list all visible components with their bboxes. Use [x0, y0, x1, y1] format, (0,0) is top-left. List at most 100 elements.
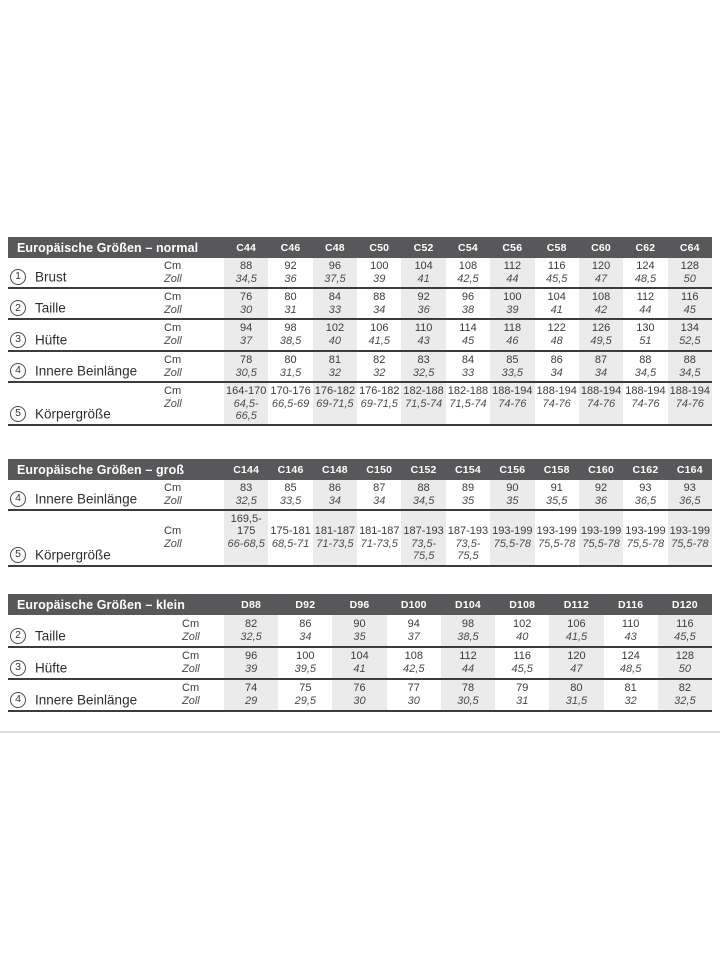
zoll-value: 32 [373, 366, 386, 379]
column-header: D96 [332, 594, 387, 615]
zoll-value: 75,5-78 [626, 538, 665, 551]
unit-zoll-label: Zoll [164, 335, 182, 348]
row-label: 2 Taille [8, 615, 158, 647]
column-header: C46 [268, 237, 313, 258]
unit-cm-label: Cm [164, 260, 182, 272]
unit-cm-label: Cm [164, 322, 182, 335]
zoll-value: 52,5 [667, 335, 712, 351]
table-header-row: Europäische Größen – klein D88 D92 D96 D100 D… [8, 594, 712, 615]
column-header: C164 [667, 459, 712, 480]
cm-value: 193-199 [536, 525, 577, 538]
cm-value: 116 [657, 615, 712, 631]
zoll-value: 31 [284, 304, 297, 317]
cm-value: 90 [332, 615, 387, 631]
zoll-value: 50 [657, 663, 712, 680]
zoll-value: 39 [490, 304, 535, 320]
zoll-value: 38,5 [440, 631, 496, 647]
measure-row: 3 Hüfte Cm 94 98 102 106 110 114 118 122 126 130 134 Z… [8, 319, 712, 351]
zoll-value: 75,5-78 [578, 538, 624, 566]
zoll-value: 35 [332, 631, 387, 647]
zoll-value: 36,5 [667, 495, 712, 511]
cm-value: 85 [490, 350, 535, 367]
zoll-value: 48 [550, 335, 563, 348]
zoll-value: 34 [373, 304, 386, 317]
cm-value: 80 [284, 353, 297, 366]
cm-value: 91 [550, 482, 563, 494]
zoll-value: 75,5-78 [538, 538, 576, 551]
zoll-value: 33,5 [279, 495, 302, 508]
zoll-value: 45,5 [657, 631, 712, 647]
zoll-value: 71,5-74 [401, 397, 446, 426]
column-header: D112 [549, 594, 604, 615]
row-label: 5 Körpergröße [8, 382, 158, 425]
cm-value: 93 [667, 480, 712, 496]
cm-value: 118 [490, 319, 535, 336]
measure-row: 4 Innere Beinlänge Cm 74 75 76 77 78 79 80 81 82 Zol… [8, 679, 712, 712]
cm-value: 110 [401, 319, 446, 336]
cm-value: 93 [639, 482, 652, 494]
column-header: C56 [490, 237, 535, 258]
zoll-value: 47 [578, 273, 624, 289]
cm-values-row: 2 Taille Cm 76 80 84 88 92 96 100 104 108 112 116 [8, 288, 712, 317]
zoll-value: 49,5 [578, 335, 624, 351]
cm-value: 182-188 [401, 381, 446, 398]
zoll-value: 33,5 [490, 366, 535, 382]
row-label: 1 Brust [8, 258, 158, 288]
row-number-badge: 1 [10, 269, 26, 286]
column-header: C152 [401, 459, 446, 480]
zoll-value: 31,5 [549, 695, 604, 712]
cm-value: 120 [549, 647, 604, 664]
column-header: C54 [445, 237, 491, 258]
cm-value: 176-182 [312, 381, 358, 398]
zoll-value: 66-68,5 [224, 538, 269, 566]
cm-value: 82 [373, 353, 386, 366]
cm-values-row: 3 Hüfte Cm 96 100 104 108 112 116 120 124 128 [8, 647, 712, 677]
cm-value: 92 [284, 260, 297, 272]
column-header: D108 [495, 594, 550, 615]
zoll-value: 34 [578, 366, 624, 382]
cm-values-row: 1 Brust Cm 88 92 96 100 104 108 112 116 120 124 128 [8, 258, 712, 286]
zoll-value: 37 [224, 335, 269, 351]
zoll-value: 30 [224, 304, 269, 320]
unit-cm-label: Cm [164, 482, 182, 494]
cm-values-row: 3 Hüfte Cm 94 98 102 106 110 114 118 122 126 130 134 [8, 319, 712, 348]
unit-zoll-label: Zoll [164, 495, 182, 508]
column-header: C156 [490, 459, 535, 480]
zoll-value: 32,5 [224, 631, 279, 647]
zoll-value: 32 [624, 695, 637, 708]
column-header: C50 [357, 237, 402, 258]
zoll-value: 73,5-75,5 [401, 538, 446, 566]
table-title: Europäische Größen – klein [8, 594, 224, 615]
cm-value: 122 [547, 322, 566, 335]
column-header: C154 [445, 459, 491, 480]
zoll-value: 46 [490, 335, 535, 351]
unit-cm-label: Cm [182, 650, 200, 662]
cm-value: 181-187 [312, 510, 358, 539]
cm-value: 188-194 [578, 381, 624, 398]
measure-row: 5 Körpergröße Cm 169,5-175 175-181 181-187 181… [8, 510, 712, 566]
cm-value: 182-188 [447, 384, 489, 397]
cm-value: 108 [578, 288, 624, 305]
cm-value: 112 [636, 291, 655, 304]
cm-values-row: 4 Innere Beinlänge Cm 78 80 81 82 83 84 85 86 87 88 8… [8, 350, 712, 379]
zoll-value: 41,5 [368, 335, 390, 348]
zoll-value: 75,5-78 [490, 538, 535, 566]
row-number-badge: 4 [10, 692, 26, 709]
row-number-badge: 2 [10, 300, 26, 317]
zoll-value: 64,5-66,5 [224, 397, 269, 426]
zoll-values-row: Zoll 37 38,5 40 41,5 43 45 46 48 49,5 51 52,5 [8, 335, 712, 351]
cm-value: 108 [404, 650, 423, 662]
cm-values-row: 5 Körpergröße Cm 164-170 170-176 176-182 176-1… [8, 381, 712, 423]
zoll-value: 71-73,5 [360, 538, 398, 551]
column-header: C148 [312, 459, 358, 480]
zoll-value: 37,5 [312, 273, 358, 289]
zoll-value: 36 [284, 273, 297, 286]
column-header: D92 [278, 594, 333, 615]
zoll-value: 34,5 [401, 495, 446, 511]
zoll-value: 39 [224, 663, 279, 680]
column-header: C44 [224, 237, 269, 258]
cm-value: 188-194 [667, 381, 712, 398]
cm-value: 112 [490, 258, 535, 274]
zoll-value: 29,5 [294, 695, 317, 708]
